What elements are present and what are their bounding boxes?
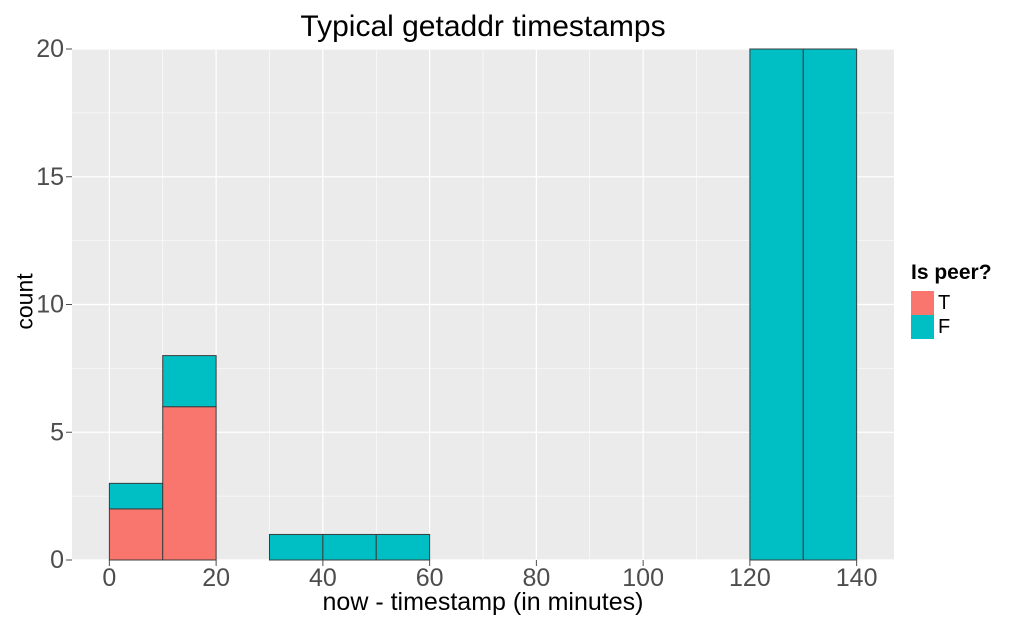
- svg-text:20: 20: [36, 35, 64, 63]
- svg-text:15: 15: [36, 163, 64, 191]
- svg-text:10: 10: [36, 291, 64, 319]
- svg-text:5: 5: [50, 418, 64, 446]
- svg-text:0: 0: [50, 546, 64, 574]
